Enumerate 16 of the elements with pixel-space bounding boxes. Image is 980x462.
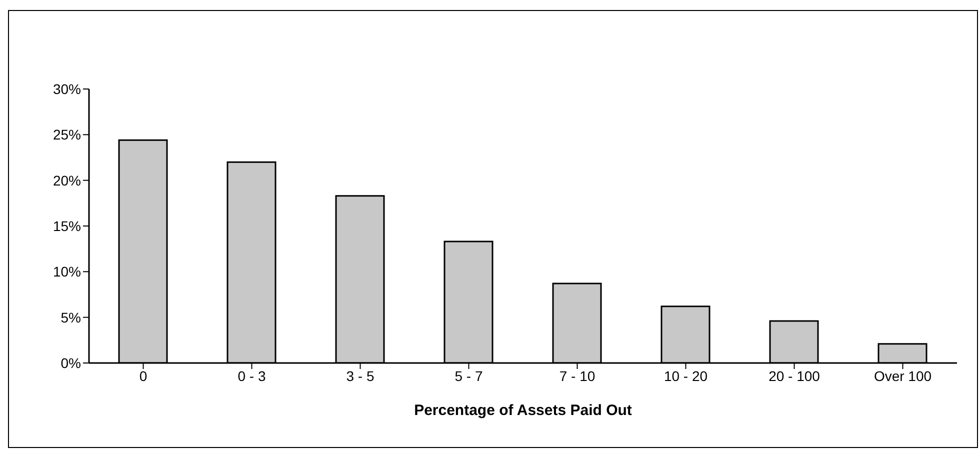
x-tick-label: 20 - 100 (768, 368, 820, 384)
y-tick-label: 25% (52, 126, 81, 143)
x-tick-label: 10 - 20 (664, 368, 708, 384)
x-tick-label: 5 - 7 (454, 368, 483, 384)
x-axis-title: Percentage of Assets Paid Out (414, 402, 632, 419)
y-tick-label: 20% (52, 172, 81, 188)
y-tick-label: 10% (52, 264, 81, 280)
y-tick-label: 15% (52, 218, 81, 234)
x-tick-label: Over 100 (874, 368, 932, 384)
x-tick-label: 7 - 10 (559, 368, 596, 384)
x-tick-label: 0 - 3 (238, 368, 266, 384)
x-tick-label: 3 - 5 (346, 368, 374, 384)
y-tick-label: 5% (60, 309, 81, 326)
y-tick-label: 30% (52, 80, 81, 97)
y-tick-label: 0% (60, 354, 81, 371)
x-tick-label: 0 (139, 368, 148, 384)
